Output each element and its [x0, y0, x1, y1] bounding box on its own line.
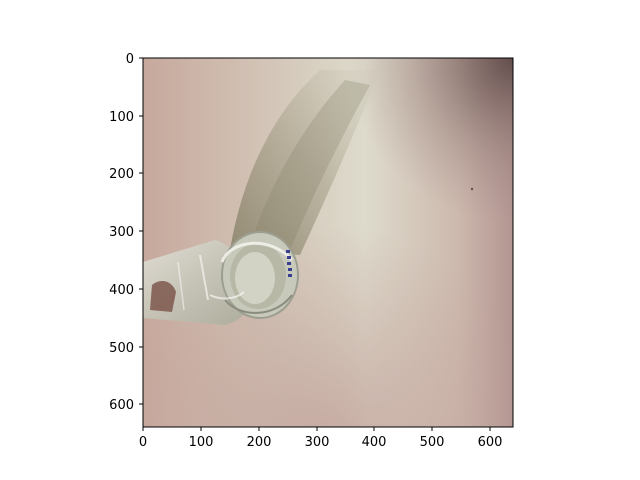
x-tick-label: 400 [362, 435, 387, 450]
x-tick-label: 100 [189, 435, 214, 450]
axes-frame [142, 57, 514, 428]
jar-shadow [230, 70, 380, 255]
photo [143, 58, 513, 427]
y-tick-label: 500 [109, 341, 134, 356]
x-tick-label: 0 [139, 435, 147, 450]
x-tick-label: 500 [420, 435, 445, 450]
x-tick-label: 600 [478, 435, 503, 450]
x-tick-label: 200 [247, 435, 272, 450]
y-tick-label: 200 [109, 167, 134, 182]
y-tick-label: 300 [109, 225, 134, 240]
glass-jar [143, 231, 299, 325]
y-tick-label: 0 [126, 52, 134, 67]
x-tick-label: 300 [305, 435, 330, 450]
y-tick-label: 100 [109, 110, 134, 125]
y-tick-label: 600 [109, 398, 134, 413]
y-axis: 0 100 200 300 400 500 600 [109, 52, 143, 413]
y-tick-label: 400 [109, 283, 134, 298]
x-axis: 0 100 200 300 400 500 600 [139, 427, 503, 450]
